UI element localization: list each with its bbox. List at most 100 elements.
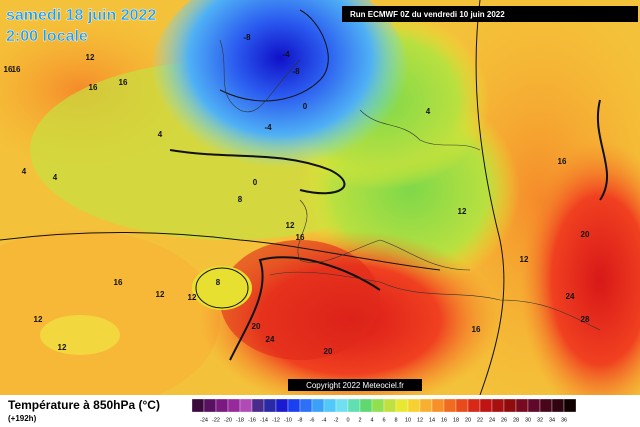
colorbar-cell: [239, 398, 253, 413]
contour-label: 16: [296, 233, 305, 242]
contour-label: 16: [558, 157, 567, 166]
colorbar-label: 4: [370, 417, 373, 423]
contour-label: 24: [566, 292, 575, 301]
contour-label: 12: [156, 290, 165, 299]
colorbar-cell: [419, 398, 433, 413]
colorbar-cell: [215, 398, 229, 413]
colorbar-cell: [323, 398, 337, 413]
contour-label: 12: [520, 255, 529, 264]
contour-label: 4: [426, 107, 431, 116]
legend-lead: (+192h): [8, 414, 37, 423]
colorbar-label: -8: [298, 417, 303, 423]
colorbar-label: -4: [322, 417, 327, 423]
contour-label: 8: [216, 278, 221, 287]
contour-label: 0: [303, 102, 308, 111]
colorbar-label: -2: [334, 417, 339, 423]
contour-label: 16: [119, 78, 128, 87]
colorbar-label: -22: [212, 417, 220, 423]
run-box: [342, 6, 638, 22]
contour-label: 0: [253, 178, 258, 187]
colorbar-label: 24: [489, 417, 495, 423]
contour-label: 16: [12, 65, 21, 74]
colorbar-label: 6: [382, 417, 385, 423]
contour-label: 16: [89, 83, 98, 92]
colorbar-cell: [251, 398, 265, 413]
copyright-box: [288, 379, 422, 391]
run-info: Run ECMWF 0Z du vendredi 10 juin 2022: [350, 10, 505, 19]
contour-label: 4: [158, 130, 163, 139]
colorbar-cell: [491, 398, 505, 413]
contour-label: 4: [53, 173, 58, 182]
legend-title: Température à 850hPa (°C): [8, 398, 160, 412]
colorbar-label: -24: [200, 417, 208, 423]
coastlines: [219, 39, 601, 331]
date: samedi 18 juin 2022: [6, 7, 156, 24]
colorbar-cell: [539, 398, 553, 413]
colorbar-cell: [263, 398, 277, 413]
colorbar-label: 36: [561, 417, 567, 423]
contour-label: -4: [282, 50, 290, 59]
colorbar-label: 34: [549, 417, 555, 423]
contour-label: 8: [238, 195, 243, 204]
colorbar-label: -20: [224, 417, 232, 423]
colorbar-label: -6: [310, 417, 315, 423]
colorbar-cell: [275, 398, 289, 413]
contour-label: 12: [86, 53, 95, 62]
colorbar-cell: [443, 398, 457, 413]
copyright: Copyright 2022 Meteociel.fr: [306, 381, 404, 390]
contour-label: 12: [34, 315, 43, 324]
contour-label: -8: [243, 33, 251, 42]
colorbar-label: 14: [429, 417, 435, 423]
colorbar-cell: [335, 398, 349, 413]
colorbar-cell: [479, 398, 493, 413]
colorbar-label: 18: [453, 417, 459, 423]
colorbar-label: 10: [405, 417, 411, 423]
colorbar-label: 30: [525, 417, 531, 423]
colorbar-cell: [395, 398, 409, 413]
colorbar-cell: [227, 398, 241, 413]
contour-label: 20: [581, 230, 590, 239]
colorbar-label: -16: [248, 417, 256, 423]
colorbar-cell: [347, 398, 361, 413]
colorbar-label: 12: [417, 417, 423, 423]
colorbar-cell: [551, 398, 565, 413]
contours: [0, 0, 609, 396]
colorbar-cell: [563, 398, 577, 413]
contour-label: 28: [581, 315, 590, 324]
colorbar-cell: [455, 398, 469, 413]
contour-label: 4: [22, 167, 27, 176]
colorbar-cell: [287, 398, 301, 413]
contour-label: 12: [188, 293, 197, 302]
colorbar-cell: [311, 398, 325, 413]
colorbar-label: -18: [236, 417, 244, 423]
colorbar-cell: [407, 398, 421, 413]
colorbar-label: -12: [272, 417, 280, 423]
colorbar-label: 0: [346, 417, 349, 423]
colorbar-label: 28: [513, 417, 519, 423]
colorbar-label: -14: [260, 417, 268, 423]
colorbar-cell: [515, 398, 529, 413]
colorbar-cell: [503, 398, 517, 413]
colorbar-label: 22: [477, 417, 483, 423]
colorbar-cell: [371, 398, 385, 413]
contour-label: 24: [266, 335, 275, 344]
contour-label: 12: [286, 221, 295, 230]
colorbar-cell: [299, 398, 313, 413]
colorbar-label: 16: [441, 417, 447, 423]
contour-label: 20: [324, 347, 333, 356]
colorbar-label: 32: [537, 417, 543, 423]
colorbar-cell: [191, 398, 205, 413]
colorbar-label: 26: [501, 417, 507, 423]
contour-label: -8: [292, 67, 300, 76]
colorbar-cell: [359, 398, 373, 413]
colorbar-label: 8: [394, 417, 397, 423]
colorbar-cell: [431, 398, 445, 413]
contour-label: 12: [58, 343, 67, 352]
colorbar-label: 2: [358, 417, 361, 423]
colorbar-cell: [383, 398, 397, 413]
colorbar-cell: [527, 398, 541, 413]
time: 2:00 locale: [6, 28, 88, 45]
colorbar: -24 -22 -20 -18 -16 -14 -12 -10 -8 -6 -4 -2 0 2 4 6 8 10 1…: [191, 398, 577, 423]
